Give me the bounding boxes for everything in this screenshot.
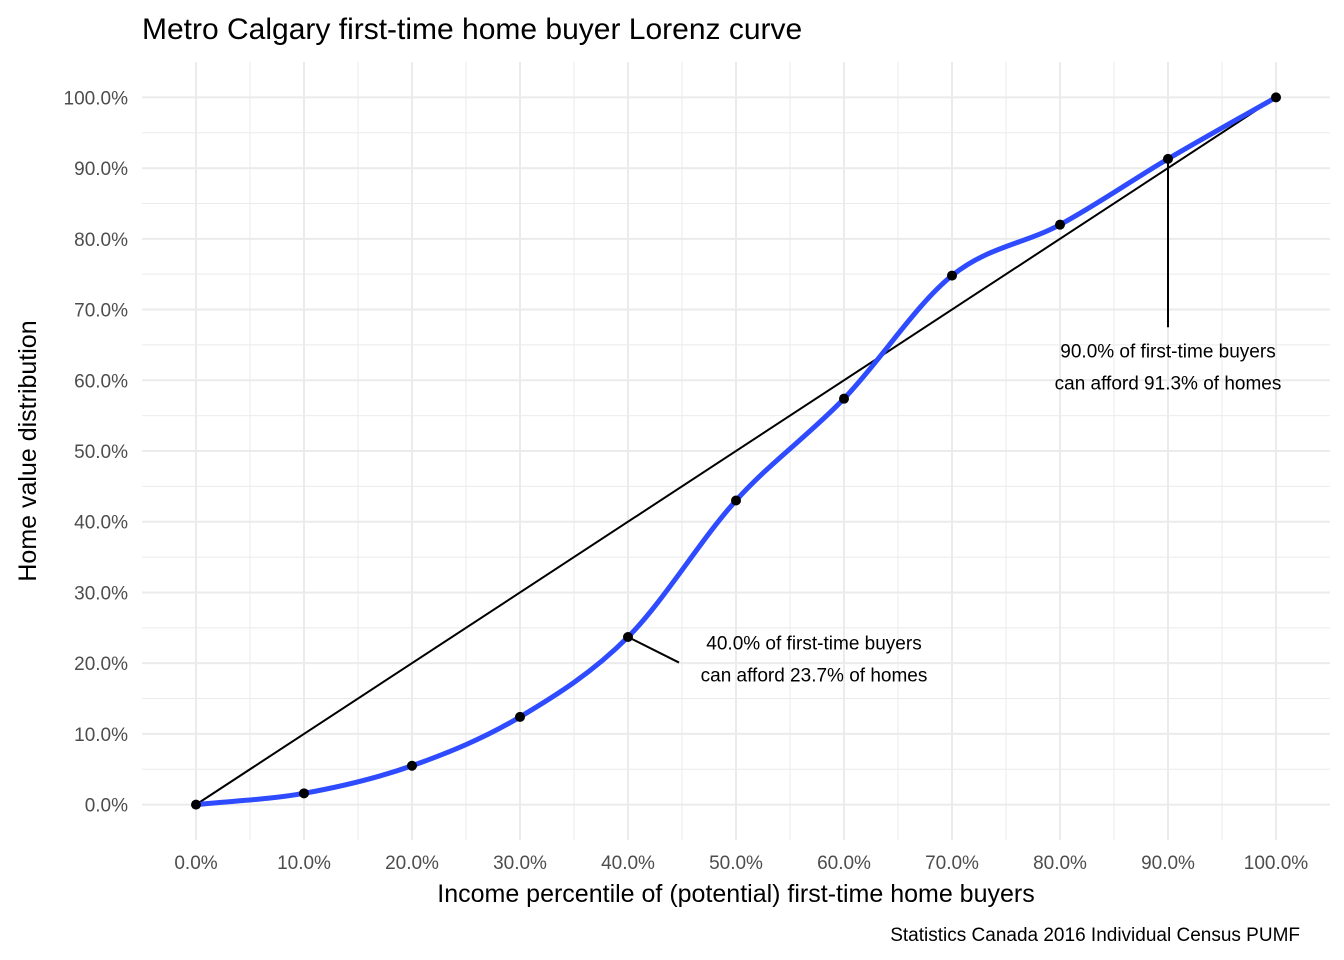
plot-panel: 40.0% of first-time buyers can afford 23.… bbox=[142, 62, 1330, 840]
x-tick-label: 70.0% bbox=[925, 853, 979, 874]
annotation-text: can afford 91.3% of homes bbox=[1055, 373, 1282, 394]
x-axis-title: Income percentile of (potential) first-t… bbox=[437, 880, 1034, 908]
y-axis-title: Home value distribution bbox=[14, 320, 42, 581]
x-tick-label: 60.0% bbox=[817, 853, 871, 874]
x-tick-label: 40.0% bbox=[601, 853, 655, 874]
data-point bbox=[1055, 219, 1065, 230]
x-tick-label: 30.0% bbox=[493, 853, 547, 874]
y-tick-label: 0.0% bbox=[85, 796, 128, 817]
data-point bbox=[839, 393, 849, 404]
annotations: 40.0% of first-time buyers can afford 23.… bbox=[627, 158, 1282, 687]
y-tick-label: 90.0% bbox=[74, 159, 128, 180]
data-points bbox=[191, 92, 1281, 810]
equality-diagonal bbox=[195, 96, 1277, 806]
x-tick-label: 0.0% bbox=[174, 853, 217, 874]
y-tick-label: 70.0% bbox=[74, 301, 128, 322]
chart-caption: Statistics Canada 2016 Individual Census… bbox=[890, 925, 1300, 946]
annotation-text: can afford 23.7% of homes bbox=[701, 666, 928, 687]
x-axis-ticks: 0.0% 10.0% 20.0% 30.0% 40.0% 50.0% 60.0% 70.0% 8… bbox=[174, 853, 1308, 874]
lorenz-curve-line bbox=[193, 94, 1279, 808]
x-tick-label: 90.0% bbox=[1141, 853, 1195, 874]
y-axis-ticks: 0.0% 10.0% 20.0% 30.0% 40.0% 50.0% 60.0% 70.0% 8… bbox=[64, 88, 129, 816]
data-point bbox=[407, 760, 417, 771]
data-point bbox=[1271, 92, 1281, 103]
x-tick-label: 20.0% bbox=[385, 853, 439, 874]
y-tick-label: 60.0% bbox=[74, 371, 128, 392]
x-tick-label: 100.0% bbox=[1244, 853, 1309, 874]
chart-title: Metro Calgary first-time home buyer Lore… bbox=[142, 13, 802, 46]
data-point bbox=[299, 788, 309, 799]
y-tick-label: 40.0% bbox=[74, 513, 128, 534]
x-tick-label: 50.0% bbox=[709, 853, 763, 874]
y-tick-label: 80.0% bbox=[74, 230, 128, 251]
grid-major bbox=[142, 62, 1330, 840]
data-point bbox=[515, 711, 525, 722]
x-tick-label: 10.0% bbox=[277, 853, 331, 874]
annotation-connector bbox=[627, 636, 680, 664]
x-tick-label: 80.0% bbox=[1033, 853, 1087, 874]
data-point bbox=[731, 495, 741, 506]
equality-line bbox=[195, 96, 1277, 806]
lorenz-curve bbox=[193, 94, 1279, 808]
y-tick-label: 10.0% bbox=[74, 725, 128, 746]
y-tick-label: 30.0% bbox=[74, 583, 128, 604]
y-tick-label: 100.0% bbox=[64, 88, 129, 109]
data-point bbox=[947, 270, 957, 281]
y-tick-label: 20.0% bbox=[74, 654, 128, 675]
data-point bbox=[191, 799, 201, 810]
y-tick-label: 50.0% bbox=[74, 442, 128, 463]
annotation-text: 90.0% of first-time buyers bbox=[1060, 341, 1275, 362]
annotation-text: 40.0% of first-time buyers bbox=[706, 634, 921, 655]
